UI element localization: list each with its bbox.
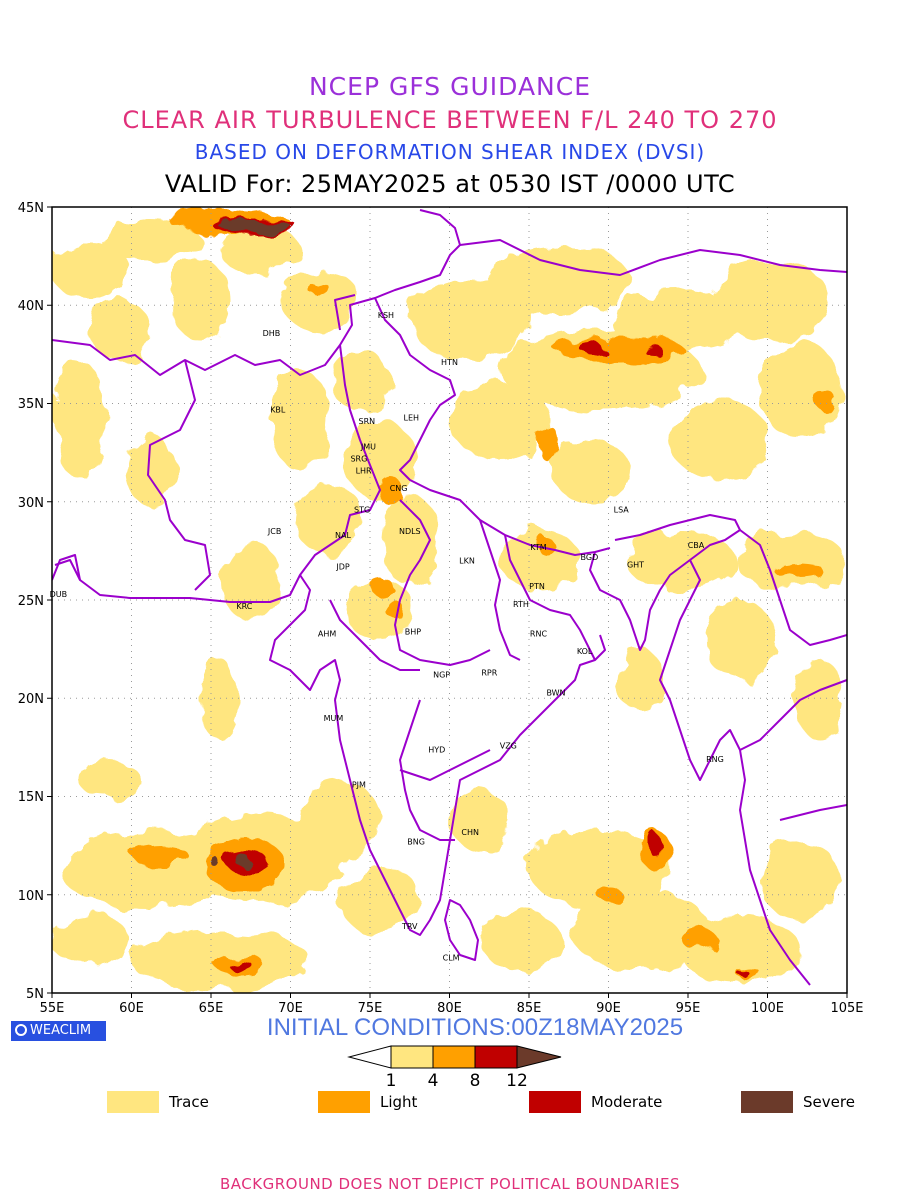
- boundary-lines: [52, 209, 847, 986]
- lat-label: 35N: [18, 397, 44, 412]
- lon-label: 60E: [119, 1001, 144, 1016]
- city-label-mum: MUM: [324, 714, 344, 723]
- city-label-bng: BNG: [407, 838, 425, 847]
- city-label-lhr: LHR: [356, 466, 372, 475]
- lon-label: 55E: [40, 1001, 65, 1016]
- legend-label: Moderate: [591, 1093, 663, 1111]
- lon-label: 105E: [830, 1001, 863, 1016]
- latitude-labels: 45N 40N 35N 30N 25N 20N 15N 10N 5N: [18, 201, 44, 1002]
- city-label-krc: KRC: [236, 602, 252, 611]
- colorbar: [347, 1045, 562, 1069]
- city-label-vzg: VZG: [500, 741, 517, 750]
- city-label-lsa: LSA: [614, 506, 630, 515]
- city-label-srg: SRG: [350, 455, 367, 464]
- valid-time: VALID For: 25MAY2025 at 0530 IST /0000 U…: [164, 170, 736, 198]
- circle-logo-icon: [15, 1024, 27, 1036]
- initial-conditions: INITIAL CONDITIONS:00Z18MAY2025: [266, 1014, 684, 1041]
- city-label-hyd: HYD: [428, 745, 445, 754]
- legend-swatch: [318, 1091, 370, 1113]
- legend-label: Severe: [803, 1093, 855, 1111]
- colorbar-trace-box: [390, 1045, 434, 1069]
- map-subtitle-product: CLEAR AIR TURBULENCE BETWEEN F/L 240 TO …: [122, 106, 778, 134]
- colorbar-moderate-box: [474, 1045, 518, 1069]
- gridlines: [52, 207, 847, 993]
- city-label-kol: KOL: [577, 647, 593, 656]
- lon-label: 70E: [278, 1001, 303, 1016]
- light-areas: [132, 210, 833, 981]
- lat-label: 45N: [18, 201, 44, 216]
- city-label-jcb: JCB: [267, 527, 281, 536]
- turbulence-contours: [52, 210, 845, 990]
- lat-label: 10N: [18, 889, 44, 904]
- city-label-ptn: PTN: [529, 582, 545, 591]
- lon-label: 65E: [199, 1001, 224, 1016]
- lon-label: 95E: [676, 1001, 701, 1016]
- city-label-chn: CHN: [461, 828, 479, 837]
- colorbar-tick: 1: [385, 1071, 397, 1091]
- city-label-ndls: NDLS: [399, 527, 421, 536]
- city-label-jmu: JMU: [360, 443, 376, 452]
- lat-label: 30N: [18, 496, 44, 511]
- city-label-nal: NAL: [335, 531, 351, 540]
- lon-label: 100E: [751, 1001, 784, 1016]
- lon-label: 75E: [358, 1001, 383, 1016]
- city-label-clm: CLM: [443, 954, 460, 963]
- city-label-leh: LEH: [404, 413, 420, 422]
- city-label-bgd: BGD: [581, 553, 599, 562]
- city-label-jdp: JDP: [335, 563, 350, 572]
- colorbar-tick: 12: [506, 1071, 528, 1091]
- city-label-htn: HTN: [441, 358, 458, 367]
- lat-label: 15N: [18, 790, 44, 805]
- lon-label: 80E: [437, 1001, 462, 1016]
- lat-label: 20N: [18, 692, 44, 707]
- legend-swatch: [529, 1091, 581, 1113]
- legend-swatch: [741, 1091, 793, 1113]
- legend-label: Trace: [169, 1093, 209, 1111]
- city-label-bhp: BHP: [405, 627, 422, 636]
- map-subtitle-method: BASED ON DEFORMATION SHEAR INDEX (DVSI): [194, 140, 706, 164]
- legend-swatch: [107, 1091, 159, 1113]
- city-label-ngp: NGP: [433, 671, 450, 680]
- footer-disclaimer: BACKGROUND DOES NOT DEPICT POLITICAL BOU…: [220, 1175, 680, 1193]
- city-label-srn: SRN: [358, 417, 375, 426]
- lat-label: 25N: [18, 594, 44, 609]
- lat-label: 40N: [18, 299, 44, 314]
- city-label-ght: GHT: [627, 561, 644, 570]
- lon-label: 90E: [596, 1001, 621, 1016]
- city-label-dub: DUB: [50, 590, 68, 599]
- weaclim-logo: WEACLIM: [11, 1021, 106, 1041]
- city-label-rth: RTH: [513, 600, 529, 609]
- city-label-cba: CBA: [688, 541, 705, 550]
- city-labels: KSH DHB HTN KBL SRN LEH JMU SRG LHR CNG STG JCB NAL N…: [50, 311, 724, 963]
- city-label-rnc: RNC: [530, 629, 548, 638]
- lat-label: 5N: [26, 987, 44, 1002]
- colorbar-low-arrow: [347, 1045, 392, 1069]
- city-label-pjm: PJM: [352, 781, 366, 790]
- colorbar-high-arrow: [516, 1045, 562, 1069]
- trace-areas: [52, 220, 845, 990]
- city-label-rng: RNG: [706, 755, 724, 764]
- city-label-dhb: DHB: [263, 329, 281, 338]
- logo-text: WEACLIM: [30, 1023, 92, 1038]
- city-label-rpr: RPR: [481, 669, 497, 678]
- colorbar-tick: 4: [427, 1071, 439, 1091]
- city-label-ksh: KSH: [378, 311, 394, 320]
- city-label-trv: TRV: [401, 922, 418, 931]
- severe-areas: [211, 220, 291, 867]
- axis-ticks: [47, 206, 848, 998]
- city-label-cng: CNG: [390, 484, 408, 493]
- city-label-lkn: LKN: [459, 557, 475, 566]
- longitude-labels: 55E 60E 65E 70E 75E 80E 85E 90E 95E 100E…: [40, 1001, 864, 1016]
- city-label-bwn: BWN: [546, 688, 565, 697]
- map-title: NCEP GFS GUIDANCE: [308, 72, 591, 101]
- city-label-ahm: AHM: [318, 629, 336, 638]
- lon-label: 85E: [517, 1001, 542, 1016]
- city-label-stg: STG: [354, 506, 370, 515]
- colorbar-light-box: [432, 1045, 476, 1069]
- city-label-ktm: KTM: [530, 543, 547, 552]
- city-label-kbl: KBL: [270, 405, 286, 414]
- colorbar-tick: 8: [469, 1071, 481, 1091]
- legend-label: Light: [380, 1093, 418, 1111]
